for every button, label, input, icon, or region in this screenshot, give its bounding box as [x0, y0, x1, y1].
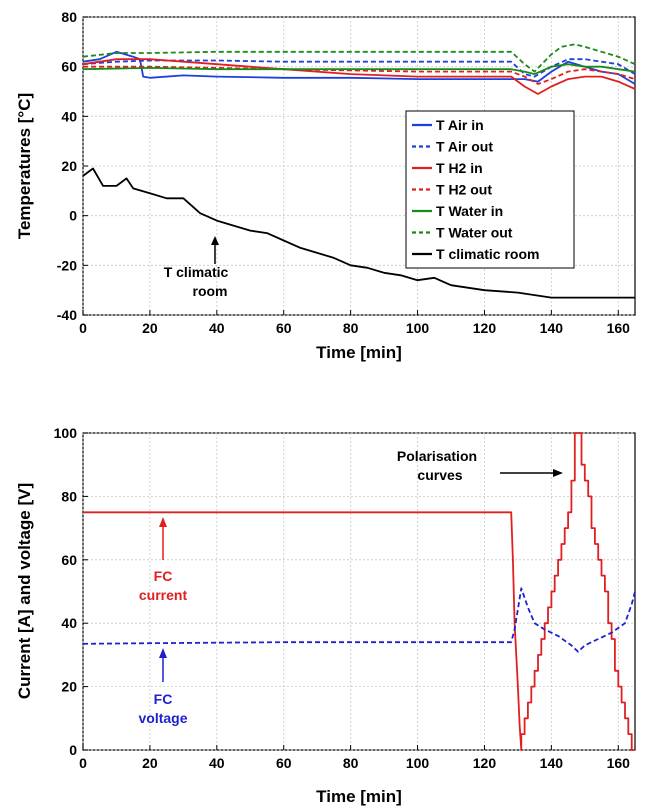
temperature-series	[82, 43, 636, 299]
series-t-air-in-line	[82, 50, 636, 85]
annotation-polarisation-arrowhead	[553, 469, 563, 477]
annotation-polarisation-line-2: curves	[417, 467, 462, 483]
legend-label-t-air-in: T Air in	[436, 117, 484, 133]
series-t-h2-out-line	[83, 65, 636, 85]
temperature-y-tick-label: -40	[57, 307, 77, 323]
legend-box	[405, 110, 575, 269]
current-voltage-plot-area	[82, 432, 636, 751]
temperature-x-tick-label: 160	[607, 320, 631, 336]
current-voltage-x-axis-label: Time [min]	[316, 787, 402, 806]
current-voltage-y-tick-label: 20	[61, 679, 77, 695]
legend-label-t-water-out: T Water out	[436, 225, 513, 241]
current-voltage-series	[82, 432, 636, 751]
temperature-y-tick-label: -20	[57, 257, 77, 273]
temperature-y-tick-label: 20	[61, 158, 77, 174]
annotation-fc-voltage-line-1: FC	[154, 691, 173, 707]
temperature-y-tick-label: 40	[61, 108, 77, 124]
series-fc-voltage-line	[82, 587, 636, 653]
legend-label-t-h2-out: T H2 out	[436, 182, 492, 198]
current-voltage-x-tick-label: 80	[343, 755, 359, 771]
current-voltage-ticks: 0 20 40 60 80 100 120 140 160 0 20 40 60 80 100	[54, 425, 631, 771]
current-voltage-y-axis-label: Current [A] and voltage [V]	[15, 483, 34, 699]
annotation-fc-voltage-arrowhead	[159, 648, 167, 658]
annotation-fc-voltage: FC voltage	[138, 648, 188, 726]
temperature-x-tick-label: 100	[406, 320, 430, 336]
legend-items: T Air in T Air out T H2 in T H2 out T Water …	[412, 117, 539, 262]
current-voltage-y-tick-label: 60	[61, 552, 77, 568]
current-voltage-y-tick-label: 40	[61, 615, 77, 631]
temperature-y-tick-label: 80	[61, 9, 77, 25]
temperature-x-tick-label: 120	[473, 320, 497, 336]
annotation-climatic-room-arrowhead	[211, 236, 219, 245]
temperature-y-tick-label: 60	[61, 59, 77, 75]
temperature-y-tick-label: 0	[69, 208, 77, 224]
legend-label-t-air-out: T Air out	[436, 139, 493, 155]
current-voltage-x-tick-label: 120	[473, 755, 497, 771]
temperature-x-tick-label: 140	[540, 320, 564, 336]
current-voltage-x-tick-label: 20	[142, 755, 158, 771]
current-voltage-chart: 0 20 40 60 80 100 120 140 160 0 20 40 60 80 100 Time […	[15, 425, 636, 806]
current-voltage-grid	[82, 432, 635, 751]
annotation-climatic-room: T climatic room	[164, 236, 229, 299]
temperature-x-tick-label: 0	[79, 320, 87, 336]
series-fc-current-line	[83, 432, 635, 751]
series-t-water-out-line	[82, 43, 636, 73]
series-t-water-in-line	[82, 63, 636, 75]
legend-label-t-climatic-room: T climatic room	[436, 246, 539, 262]
annotation-climatic-room-line-1: T climatic	[164, 264, 229, 280]
annotation-climatic-room-line-2: room	[193, 283, 228, 299]
current-voltage-y-tick-label: 100	[54, 425, 78, 441]
legend-label-t-water-in: T Water in	[436, 203, 503, 219]
temperature-x-tick-label: 60	[276, 320, 292, 336]
annotation-fc-current-line-1: FC	[154, 568, 173, 584]
current-voltage-y-tick-label: 80	[61, 488, 77, 504]
annotation-polarisation: Polarisation curves	[397, 448, 563, 483]
temperature-legend: T Air in T Air out T H2 in T H2 out T Water …	[405, 110, 575, 269]
annotation-fc-current: FC current	[139, 517, 188, 603]
annotation-fc-current-line-2: current	[139, 587, 188, 603]
temperature-chart: 0 20 40 60 80 100 120 140 160 -40 -20 0 20 40 60 80 Tim…	[15, 9, 636, 362]
current-voltage-x-tick-label: 100	[406, 755, 430, 771]
current-voltage-x-tick-label: 0	[79, 755, 87, 771]
temperature-x-tick-label: 80	[343, 320, 359, 336]
series-t-climatic-room-line	[82, 167, 635, 299]
current-voltage-x-tick-label: 160	[607, 755, 631, 771]
annotation-fc-voltage-line-2: voltage	[138, 710, 187, 726]
current-voltage-x-tick-label: 140	[540, 755, 564, 771]
annotation-polarisation-line-1: Polarisation	[397, 448, 477, 464]
temperature-x-tick-label: 40	[209, 320, 225, 336]
temperature-x-tick-label: 20	[142, 320, 158, 336]
temperature-x-axis-label: Time [min]	[316, 343, 402, 362]
temperature-ticks: 0 20 40 60 80 100 120 140 160 -40 -20 0 20 40 60 80	[57, 9, 630, 336]
current-voltage-y-tick-label: 0	[69, 742, 77, 758]
current-voltage-x-tick-label: 60	[276, 755, 292, 771]
legend-label-t-h2-in: T H2 in	[436, 160, 483, 176]
annotation-fc-current-arrowhead	[159, 517, 167, 527]
series-t-air-out-line	[82, 58, 636, 78]
current-voltage-x-tick-label: 40	[209, 755, 225, 771]
series-t-h2-in-line	[82, 58, 636, 95]
temperature-y-axis-label: Temperatures [°C]	[15, 93, 34, 239]
